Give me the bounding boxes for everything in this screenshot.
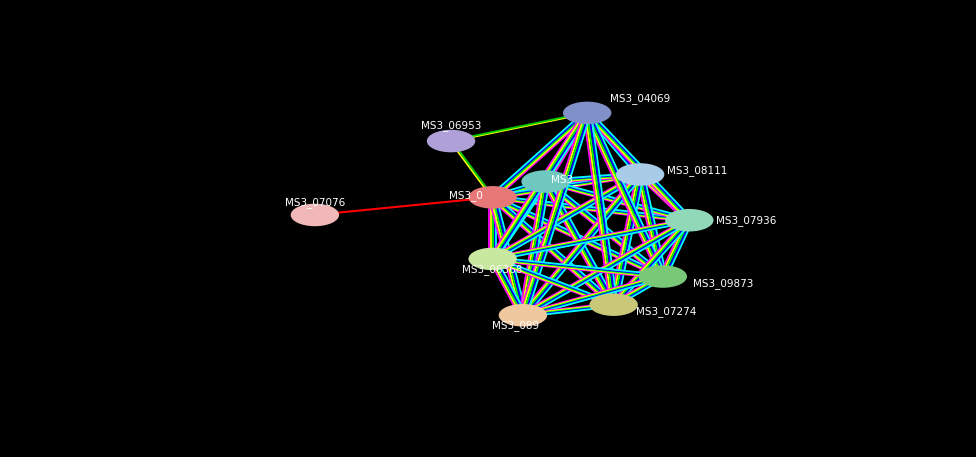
Text: MS3_06953: MS3_06953	[421, 120, 481, 131]
Text: MS3_09873: MS3_09873	[693, 278, 753, 289]
Text: MS3_07274: MS3_07274	[636, 306, 697, 317]
Text: MS3_04069: MS3_04069	[610, 93, 671, 104]
Text: MS3_07076: MS3_07076	[285, 197, 345, 208]
Circle shape	[521, 170, 570, 193]
Text: MS3_06368: MS3_06368	[463, 264, 523, 275]
Text: MS3_07936: MS3_07936	[715, 215, 776, 226]
Text: MS3_0: MS3_0	[449, 190, 483, 201]
Circle shape	[468, 186, 517, 208]
Circle shape	[291, 204, 339, 226]
Circle shape	[468, 248, 517, 270]
Text: MS3_: MS3_	[550, 174, 578, 185]
Circle shape	[590, 293, 638, 316]
Circle shape	[427, 130, 475, 152]
Circle shape	[563, 101, 611, 124]
Text: MS3_08111: MS3_08111	[667, 165, 727, 176]
Circle shape	[616, 163, 665, 186]
Circle shape	[665, 209, 713, 232]
Text: MS3_089: MS3_089	[492, 320, 539, 331]
Circle shape	[638, 265, 687, 288]
Circle shape	[499, 304, 548, 326]
